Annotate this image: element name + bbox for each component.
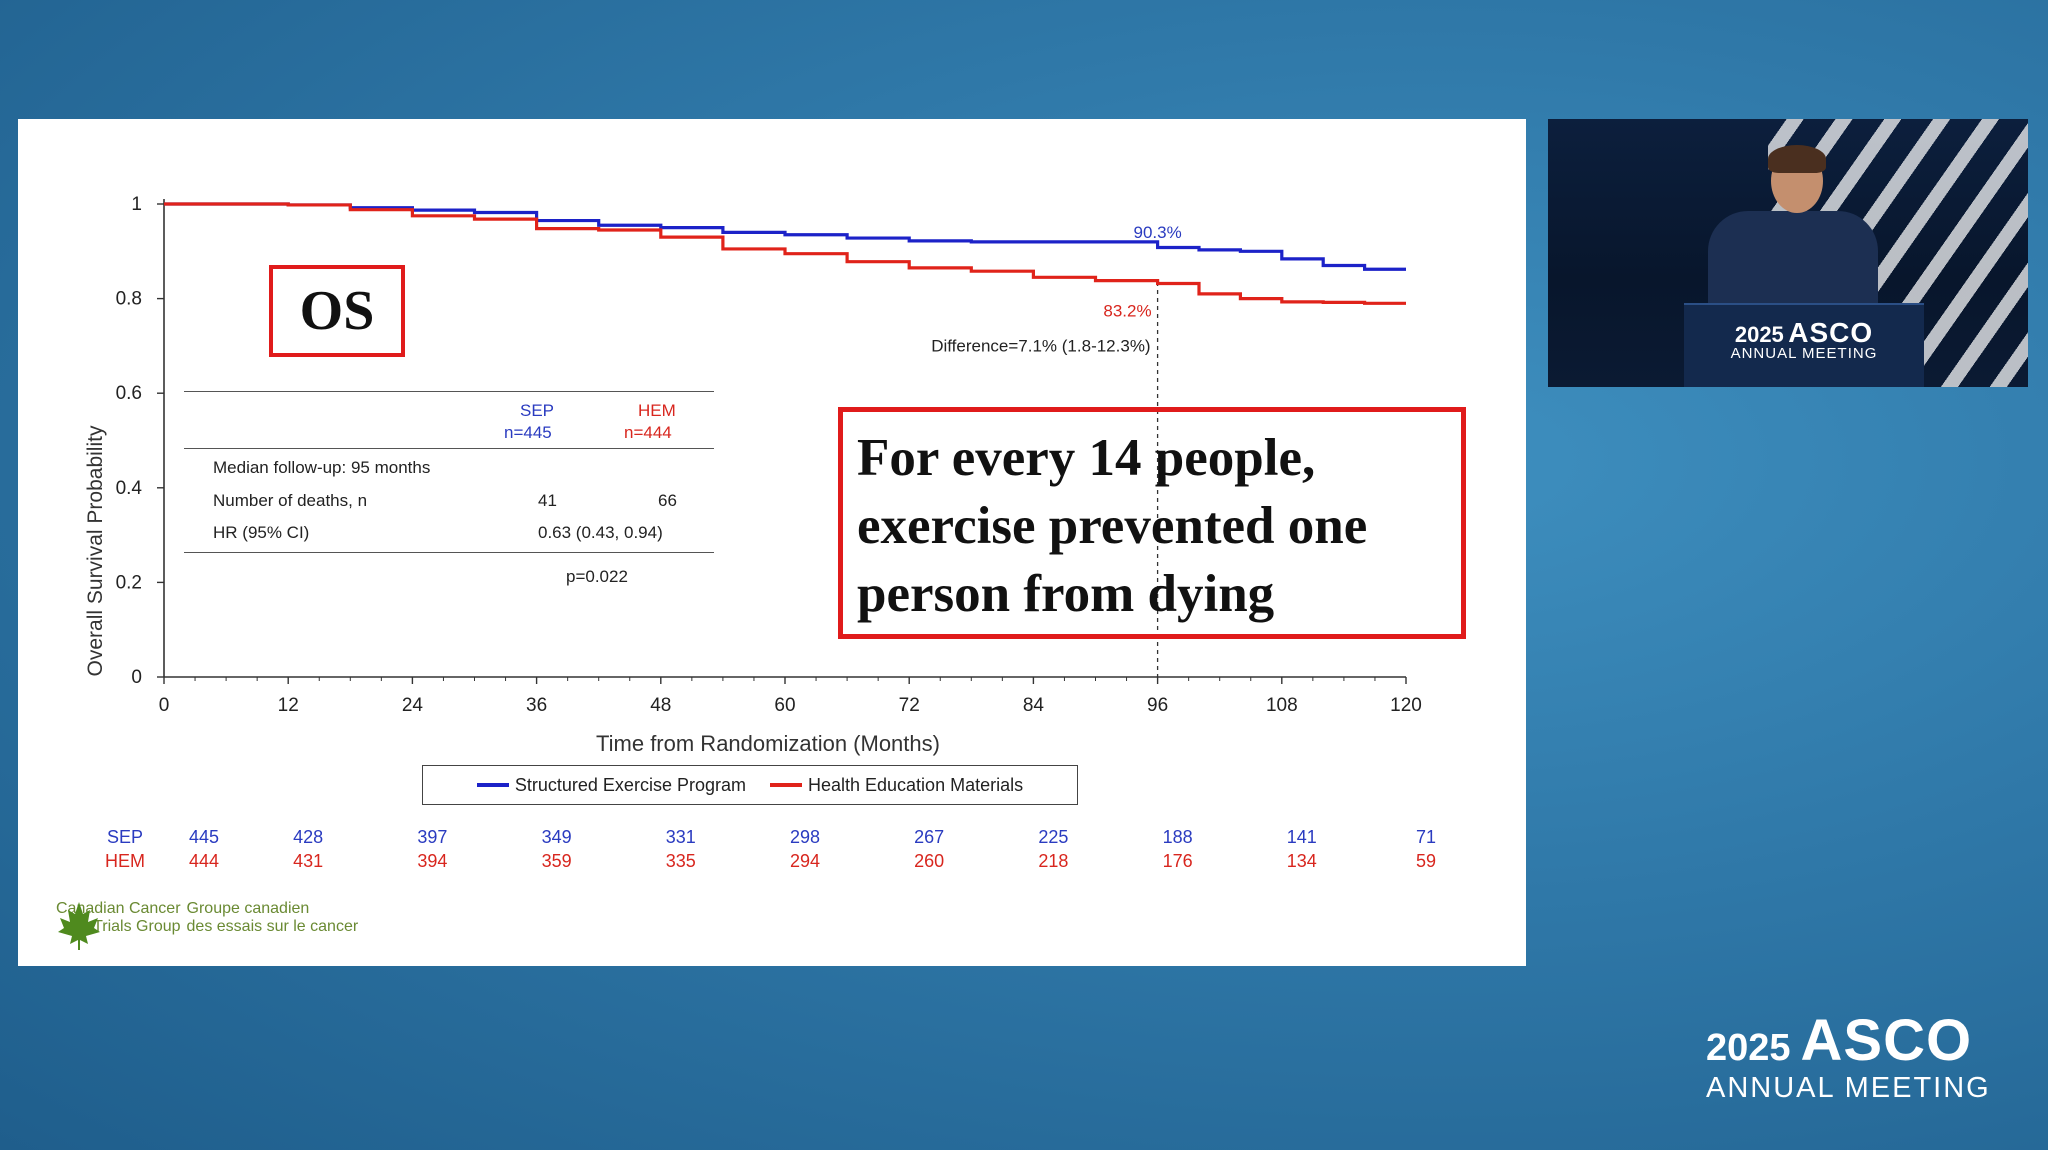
hem-survival-curve xyxy=(164,202,1406,305)
deaths-hem: 66 xyxy=(658,491,677,510)
hem-n: n=444 xyxy=(624,423,672,442)
risk-count: 294 xyxy=(789,851,821,871)
x-tick-label: 120 xyxy=(1390,695,1422,716)
risk-count: 359 xyxy=(541,851,572,871)
x-tick-label: 0 xyxy=(159,695,170,716)
risk-row-label: SEP xyxy=(106,827,144,847)
risk-count: 188 xyxy=(1162,827,1193,847)
sep-annotation-label: 90.3% xyxy=(1133,223,1181,242)
risk-count: 298 xyxy=(789,827,821,847)
risk-count: 71 xyxy=(1415,827,1437,847)
message-line-2: exercise prevented one xyxy=(857,497,1368,555)
risk-count: 394 xyxy=(417,851,448,871)
brand-year: 2025 xyxy=(1706,1027,1791,1069)
legend-item-sep: Structured Exercise Program xyxy=(476,774,746,796)
podium-logo: 2025 ASCO xyxy=(1684,317,1924,349)
risk-count: 141 xyxy=(1286,827,1317,847)
speaker-hair xyxy=(1768,145,1826,173)
risk-count: 260 xyxy=(914,851,945,871)
risk-count: 397 xyxy=(417,827,448,847)
chart-legend: Structured Exercise Program Health Educa… xyxy=(422,765,1078,805)
risk-count: 331 xyxy=(665,827,696,847)
legend-label-hem: Health Education Materials xyxy=(807,774,1024,795)
os-label: OS xyxy=(299,280,375,342)
followup-text: Median follow-up: 95 months xyxy=(213,458,431,477)
risk-count: 349 xyxy=(541,827,572,847)
deaths-label: Number of deaths, n xyxy=(213,491,368,510)
stats-rule-mid xyxy=(184,448,714,449)
risk-row-label: HEM xyxy=(105,851,145,871)
sep-header: SEP xyxy=(520,401,555,420)
risk-count: 134 xyxy=(1286,851,1317,871)
x-tick-label: 24 xyxy=(402,695,424,716)
risk-count: 267 xyxy=(914,827,945,847)
y-tick-label: 0.8 xyxy=(116,289,142,310)
stats-rule-bottom xyxy=(184,552,714,553)
asco-brand-logo: 2025 ASCO ANNUAL MEETING xyxy=(1706,1008,1991,1105)
x-tick-label: 72 xyxy=(899,695,920,716)
brand-asco: ASCO xyxy=(1800,1008,1973,1073)
hr-label: HR (95% CI) xyxy=(213,523,310,542)
risk-count: 225 xyxy=(1038,827,1069,847)
risk-row-hem: HEM 444 431 394 359 335 294 260 218 176 134 59 xyxy=(18,851,1526,875)
risk-count: 176 xyxy=(1162,851,1193,871)
logo-fr-line-2: des essais sur le cancer xyxy=(186,918,359,935)
y-tick-label: 0.6 xyxy=(116,383,142,404)
x-tick-label: 36 xyxy=(526,695,547,716)
survival-chart: 0 12 24 36 48 60 72 84 96 108 120 0 0.2 0.4 0.6 0.8 1 90.… xyxy=(116,194,1422,716)
logo-en-line-2: Trials Group xyxy=(93,918,181,935)
sep-survival-curve xyxy=(164,202,1406,271)
y-tick-label: 0.2 xyxy=(116,572,142,593)
maple-leaf-icon xyxy=(58,902,100,950)
logo-fr-line-1: Groupe canadien xyxy=(186,900,310,917)
x-tick-label: 96 xyxy=(1147,695,1168,716)
brand-subtitle: ANNUAL MEETING xyxy=(1706,1072,1991,1104)
risk-row-sep: SEP 445 428 397 349 331 298 267 225 188 141 71 xyxy=(18,827,1526,851)
hem-header: HEM xyxy=(638,401,676,420)
deaths-sep: 41 xyxy=(538,491,557,510)
podium: 2025 ASCO ANNUAL MEETING xyxy=(1684,303,1924,387)
risk-count: 428 xyxy=(293,827,324,847)
x-axis-title: Time from Randomization (Months) xyxy=(596,731,940,756)
message-box: For every 14 people, exercise prevented … xyxy=(838,407,1466,639)
sep-n: n=445 xyxy=(504,423,552,442)
message-line-1: For every 14 people, xyxy=(857,429,1316,487)
difference-annotation-label: Difference=7.1% (1.8-12.3%) xyxy=(931,336,1150,355)
y-tick-label: 0 xyxy=(131,667,142,688)
podium-asco: ASCO xyxy=(1788,317,1874,348)
legend-item-hem: Health Education Materials xyxy=(769,774,1024,796)
hem-annotation-label: 83.2% xyxy=(1103,301,1151,320)
cctg-logo: Canadian Cancer Trials Group Groupe cana… xyxy=(56,900,359,950)
podium-subtitle: ANNUAL MEETING xyxy=(1730,345,1878,362)
legend-label-sep: Structured Exercise Program xyxy=(514,774,746,795)
risk-count: 445 xyxy=(188,827,220,847)
y-tick-label: 1 xyxy=(131,194,142,215)
risk-count: 335 xyxy=(665,851,696,871)
logo-text-fr: Groupe canadien des essais sur le cancer xyxy=(187,900,359,936)
legend-swatch-hem xyxy=(769,783,802,787)
x-tick-label: 108 xyxy=(1266,695,1298,716)
legend-swatch-sep xyxy=(476,783,509,787)
hr-value: 0.63 (0.43, 0.94) xyxy=(538,523,663,542)
os-label-box: OS xyxy=(269,265,405,357)
y-tick-label: 0.4 xyxy=(116,478,143,499)
x-tick-label: 12 xyxy=(278,695,299,716)
stats-rule-top xyxy=(184,391,714,392)
podium-year: 2025 xyxy=(1734,322,1784,347)
risk-count: 444 xyxy=(188,851,220,871)
y-axis-title: Overall Survival Probability xyxy=(84,425,107,677)
message-line-3: person from dying xyxy=(857,565,1275,623)
speaker-camera-feed: 2025 ASCO ANNUAL MEETING xyxy=(1548,119,2028,387)
p-value: p=0.022 xyxy=(566,567,628,586)
risk-count: 431 xyxy=(293,851,324,871)
x-tick-label: 48 xyxy=(650,695,671,716)
risk-count: 218 xyxy=(1038,851,1069,871)
risk-count: 59 xyxy=(1415,851,1437,871)
x-tick-label: 84 xyxy=(1023,695,1045,716)
presentation-slide: 0 12 24 36 48 60 72 84 96 108 120 0 0.2 0.4 0.6 0.8 1 90.… xyxy=(18,119,1526,966)
x-tick-label: 60 xyxy=(774,695,795,716)
